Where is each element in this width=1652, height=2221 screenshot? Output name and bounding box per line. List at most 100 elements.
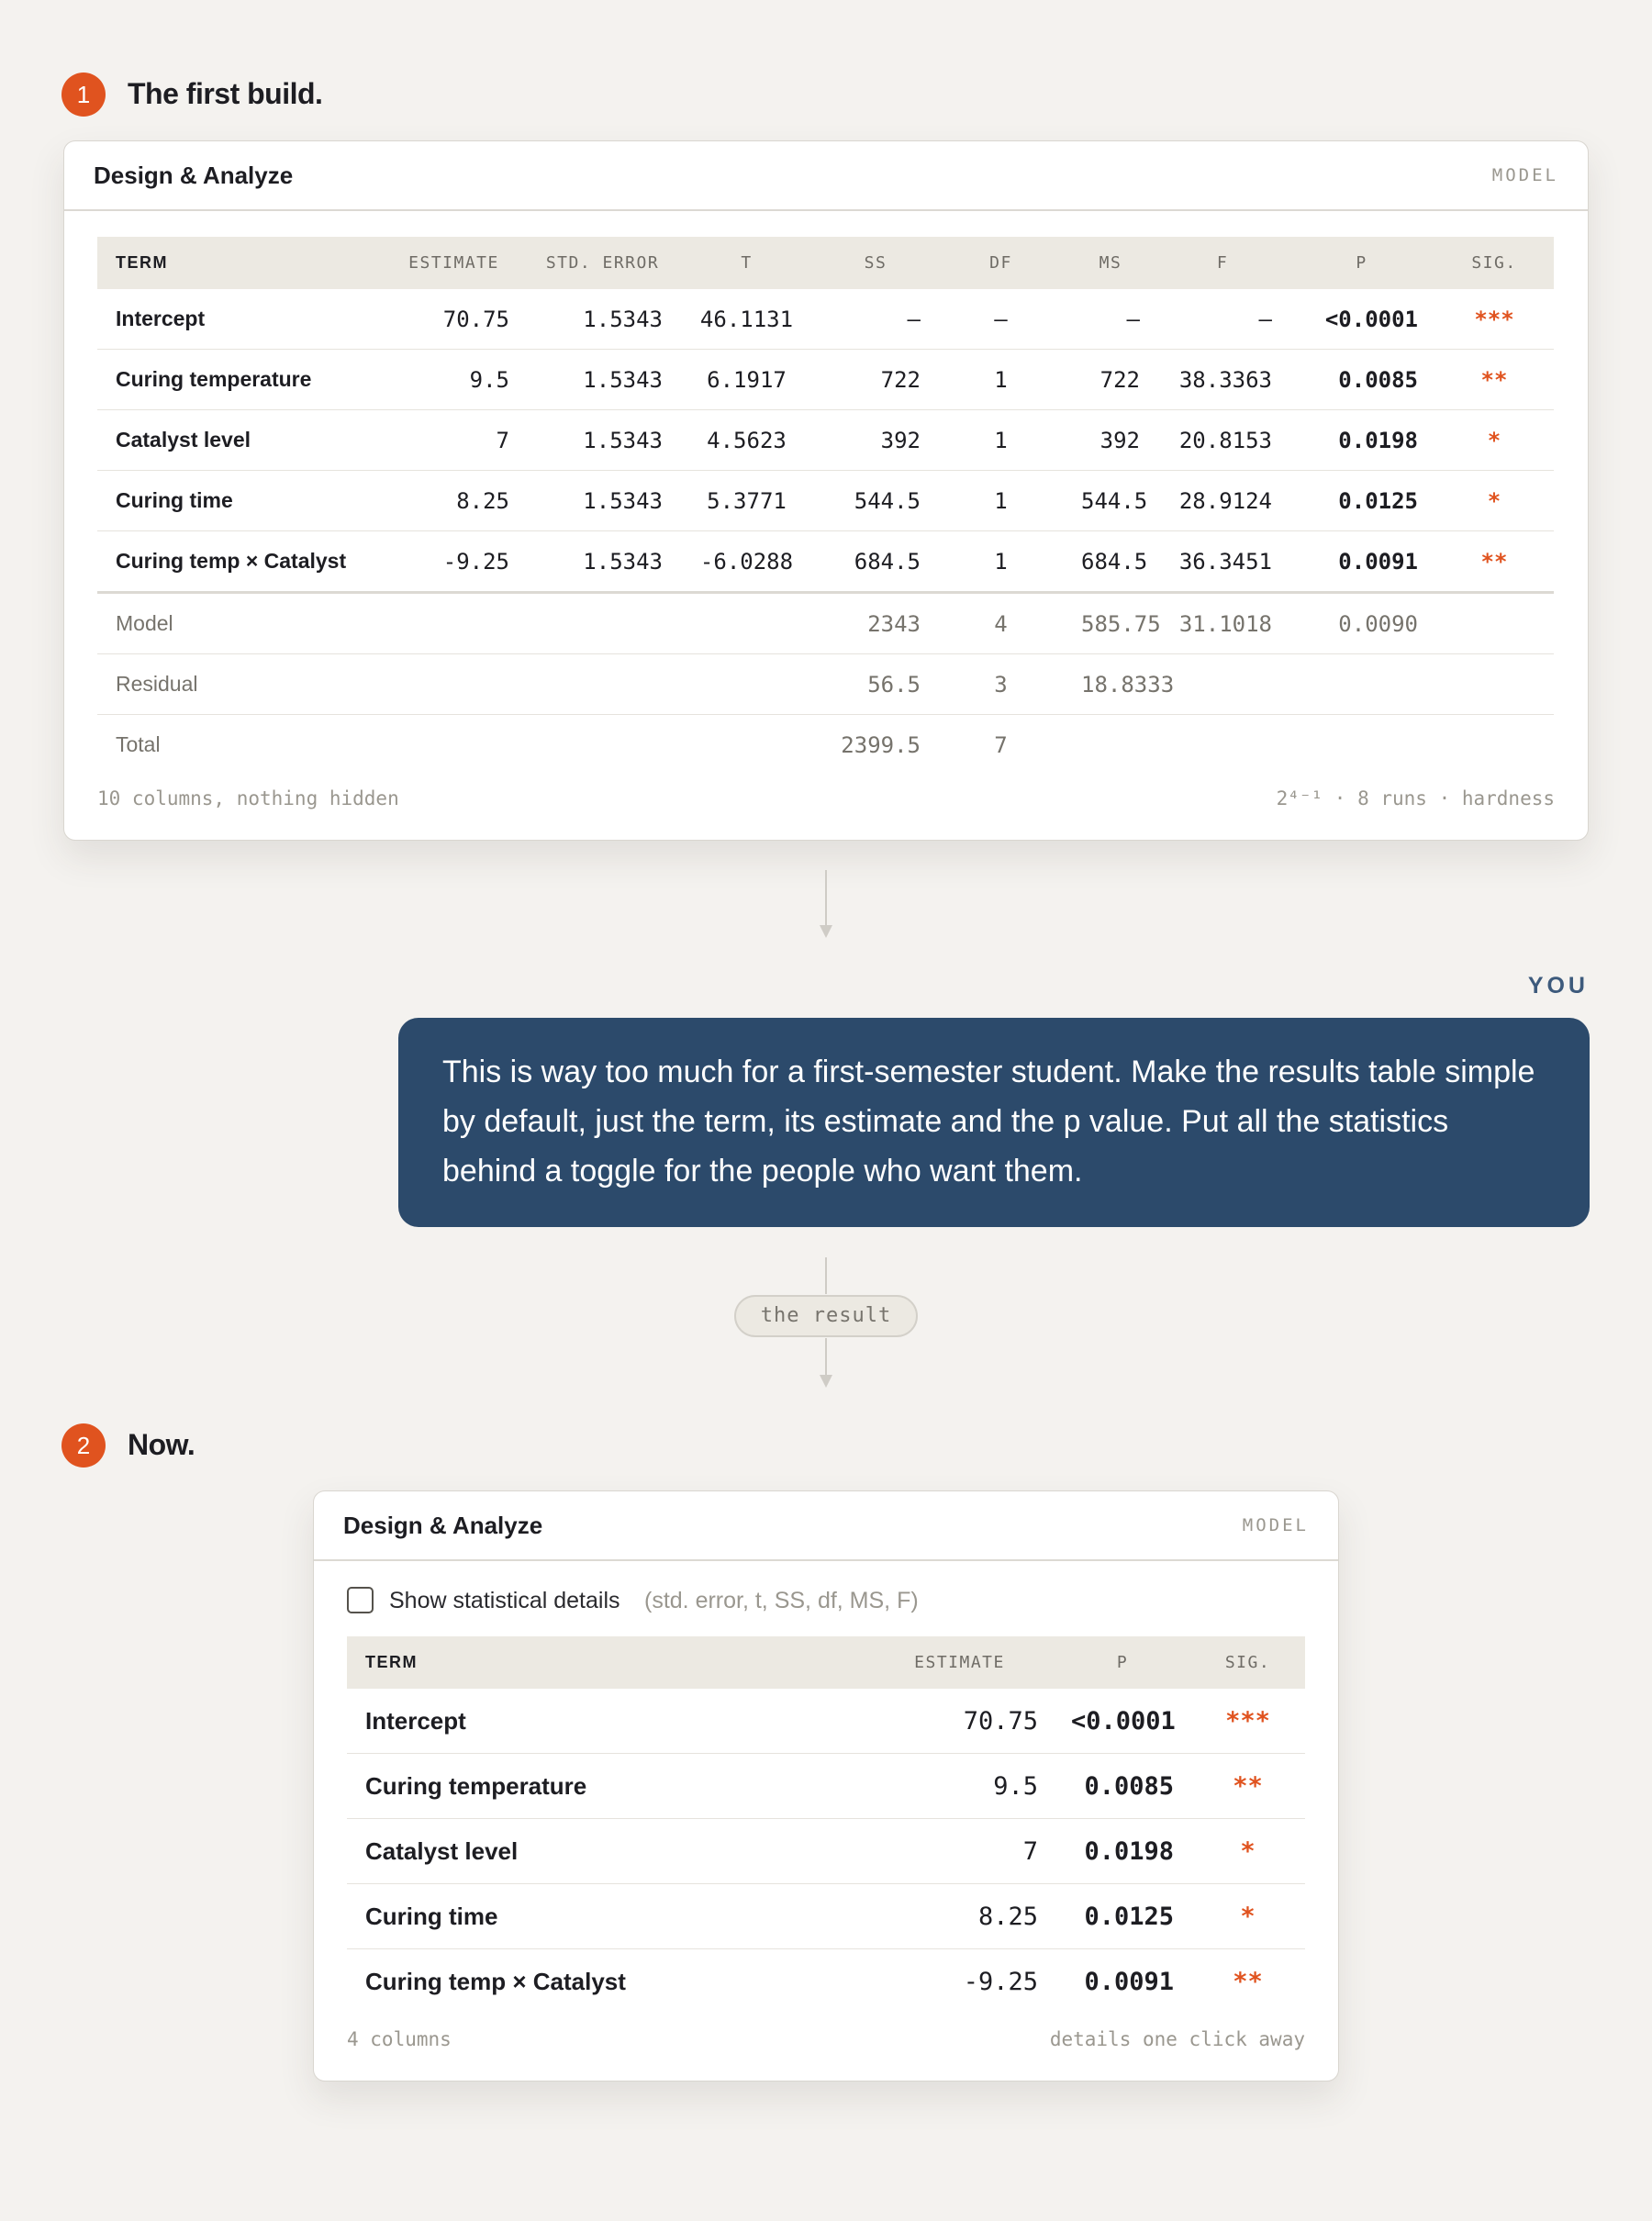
panel: Design & Analyze MODEL TERM ESTIMATE STD. … [63,140,1589,841]
value-cell: 0.0090 [1338,610,1418,637]
term-cell: Curing temp × Catalyst [365,1967,626,1995]
value-cell: <0.0001 [1324,306,1418,332]
value-cell: 1.5343 [583,548,663,575]
value-cell: *** [1225,1706,1270,1736]
term-cell: Curing time [116,488,233,512]
column-header: DF [989,253,1012,273]
value-cell: — [994,306,1008,332]
term-cell: Model [116,611,173,635]
results-table: TERM ESTIMATE P SIG. Intercept 70.75 <0.0001 **… [347,1636,1305,2014]
value-cell: ** [1233,1967,1263,1996]
value-cell: 684.5 [854,548,921,575]
value-cell: — [1258,306,1272,332]
value-cell: 0.0091 [1338,548,1418,575]
table-row: Curing temp × Catalyst -9.25 0.0091 ** [347,1949,1305,2014]
column-header: P [1116,1653,1129,1672]
value-cell: 18.8333 [1081,671,1175,698]
value-cell: 8.25 [977,1902,1038,1931]
value-cell: -6.0288 [699,548,794,575]
step-badge: 2 [61,1423,106,1468]
value-cell: * [1487,487,1501,514]
value-cell: 1 [994,548,1008,575]
column-header: ESTIMATE [914,1653,1005,1672]
column-header: SIG. [1224,1653,1271,1672]
panel: Design & Analyze MODEL Show statistical … [313,1490,1339,2081]
value-cell: 0.0125 [1338,487,1418,514]
panel-tag: MODEL [1242,1515,1309,1535]
term-cell: Curing temperature [116,367,312,391]
term-cell: Intercept [365,1706,466,1735]
value-cell: 6.1917 [707,366,787,393]
value-cell: 722 [880,366,921,393]
results-table: TERM ESTIMATE STD. ERROR T SS DF MS F P SIG. Inter… [97,237,1554,775]
value-cell: -9.25 [963,1967,1038,1996]
column-header: ESTIMATE [408,253,499,273]
term-cell: Curing time [365,1902,498,1930]
value-cell: 7 [994,731,1008,758]
value-cell: 0.0091 [1084,1967,1174,1996]
table-row: Intercept 70.75 1.5343 46.1131 — — — — <0.0001 **… [97,289,1554,350]
footer-note: 4 columns [347,2028,452,2050]
panel-title: Design & Analyze [343,1512,543,1539]
value-cell: — [907,306,921,332]
value-cell: -9.25 [442,548,509,575]
value-cell: 1 [994,427,1008,453]
value-cell: *** [1474,306,1514,332]
column-header: F [1216,253,1229,273]
value-cell: 38.3363 [1178,366,1272,393]
table-row: Curing time 8.25 1.5343 5.3771 544.5 1 544.5 28… [97,471,1554,531]
summary-row: Total 2399.5 7 [97,715,1554,775]
value-cell: 7 [1022,1836,1038,1866]
connector-arrow [820,870,832,938]
toggle-checkbox[interactable] [347,1587,374,1613]
term-cell: Total [116,732,161,756]
summary-row: Residual 56.5 3 18.8333 [97,654,1554,715]
panel-title: Design & Analyze [94,162,294,189]
table-row: Curing temp × Catalyst -9.25 1.5343 -6.0288… [97,531,1554,594]
step-title: Now. [128,1428,195,1461]
value-cell: 0.0125 [1084,1902,1174,1931]
value-cell: 28.9124 [1178,487,1272,514]
term-cell: Intercept [116,307,206,330]
term-cell: Curing temp × Catalyst [116,549,347,573]
toggle-hint: (std. error, t, SS, df, MS, F) [644,1588,919,1613]
table-row: Intercept 70.75 <0.0001 *** [347,1689,1305,1754]
value-cell: 70.75 [963,1706,1038,1736]
value-cell: — [1126,306,1140,332]
message-author: YOU [1527,973,1589,999]
term-cell: Curing temperature [365,1771,587,1800]
summary-row: Model 2343 4 585.75 31.1018 0.0090 [97,594,1554,654]
value-cell: 36.3451 [1178,548,1272,575]
value-cell: 1.5343 [583,306,663,332]
value-cell: 1.5343 [583,427,663,453]
column-header: SIG. [1471,253,1517,273]
value-cell: 585.75 [1081,610,1161,637]
column-header: P [1356,253,1367,273]
toggle-label[interactable]: Show statistical details [389,1588,620,1613]
column-header: SS [864,253,887,273]
message-text: This is way too much for a first-semeste… [442,1055,1535,1189]
panel-header: Design & Analyze MODEL [64,141,1588,211]
table-row: Catalyst level 7 1.5343 4.5623 392 1 392 20.815… [97,410,1554,471]
value-cell: * [1240,1902,1256,1931]
header-row: TERM ESTIMATE STD. ERROR T SS DF MS F P SIG. [97,237,1554,289]
value-cell: 7 [496,427,509,453]
value-cell: 1.5343 [583,487,663,514]
value-cell: 9.5 [993,1771,1038,1801]
step-title: The first build. [128,77,323,110]
value-cell: 3 [994,671,1008,698]
header-row: TERM ESTIMATE P SIG. [347,1636,1305,1689]
value-cell: 392 [1099,427,1140,453]
value-cell: 2399.5 [841,731,921,758]
value-cell: 20.8153 [1178,427,1272,453]
footer-note: details one click away [1049,2028,1305,2050]
connector-label: the result [734,1295,918,1337]
value-cell: 31.1018 [1178,610,1272,637]
panel-header: Design & Analyze MODEL [314,1491,1338,1561]
step-badge: 1 [61,73,106,117]
value-cell: 56.5 [867,671,921,698]
value-cell: 0.0198 [1084,1836,1174,1866]
value-cell: ** [1480,366,1508,393]
value-cell: ** [1233,1771,1263,1801]
connector-arrow [820,1257,832,1388]
